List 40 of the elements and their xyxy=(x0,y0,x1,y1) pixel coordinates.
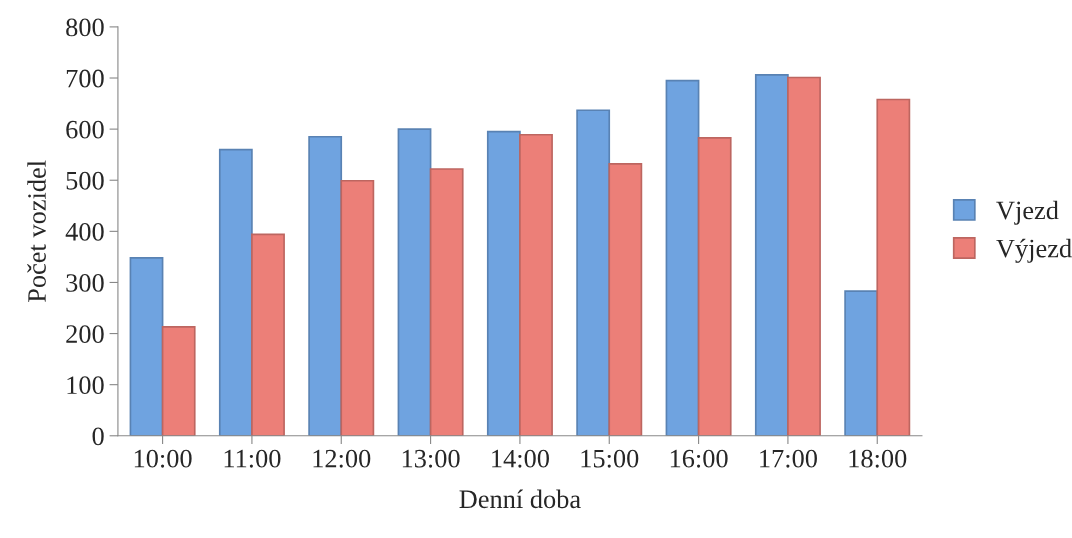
x-tick-label: 10:00 xyxy=(134,449,192,468)
bar xyxy=(519,133,553,436)
x-tick-label: 11:00 xyxy=(224,449,281,468)
legend-label: Výjezd xyxy=(996,238,1072,263)
y-tick-label: 700 xyxy=(66,69,104,88)
x-tick-label: 14:00 xyxy=(492,449,549,468)
bar xyxy=(429,168,464,436)
y-axis-title: Počet vozidel xyxy=(27,160,46,303)
bar xyxy=(576,109,611,436)
bar xyxy=(754,74,789,436)
legend-label: Vjezd xyxy=(996,200,1059,225)
bar xyxy=(665,79,700,436)
x-tick-label: 16:00 xyxy=(670,449,728,468)
y-tick-label: 500 xyxy=(66,171,104,190)
y-tick-label: 300 xyxy=(66,274,104,292)
bar xyxy=(876,98,911,436)
y-tick-label: 100 xyxy=(67,376,104,395)
bar xyxy=(340,179,375,436)
y-tick-label: 200 xyxy=(66,325,104,343)
y-tick-label: 600 xyxy=(66,120,104,139)
bar xyxy=(218,148,253,436)
bar xyxy=(308,135,343,436)
x-tick-label: 13:00 xyxy=(402,449,460,468)
x-tick-label: 15:00 xyxy=(581,449,639,468)
y-tick-label: 0 xyxy=(92,427,104,446)
x-axis-title: Denní doba xyxy=(459,489,581,509)
bar xyxy=(844,290,879,436)
bar xyxy=(161,326,196,436)
bar xyxy=(129,257,164,436)
bar xyxy=(486,130,521,436)
bar xyxy=(697,136,732,436)
x-tick-label: 17:00 xyxy=(760,449,817,468)
bar xyxy=(251,233,285,436)
bar xyxy=(787,76,821,436)
bar xyxy=(608,163,643,436)
x-tick-label: 18:00 xyxy=(849,449,907,468)
x-tick-label: 12:00 xyxy=(313,449,371,468)
y-tick-label: 400 xyxy=(65,222,104,241)
bar xyxy=(397,128,432,436)
y-tick-label: 800 xyxy=(66,18,104,37)
